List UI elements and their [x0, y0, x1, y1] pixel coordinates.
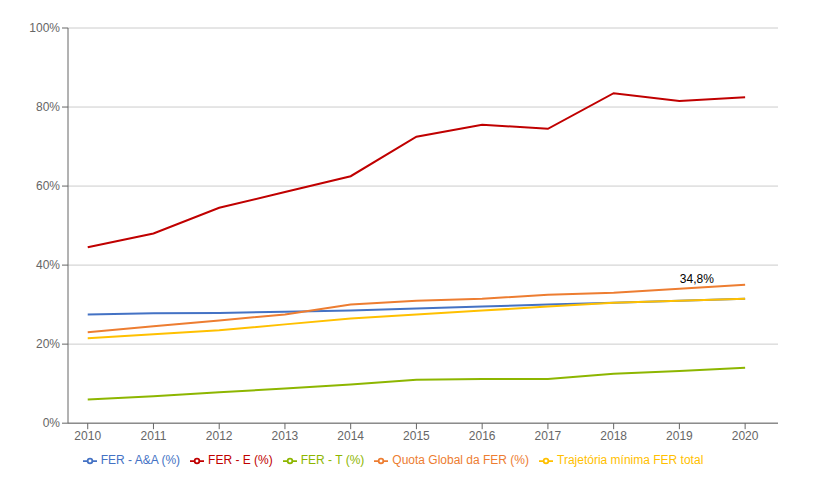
html-text:FER - T (%): FER - T (%) — [300, 453, 365, 468]
svg-text:2011: 2011 — [141, 429, 167, 443]
svg-text:80%: 80% — [36, 100, 60, 114]
svg-text:2010: 2010 — [74, 429, 101, 443]
svg-text:100%: 100% — [29, 21, 60, 35]
svg-text:2013: 2013 — [272, 429, 299, 443]
svg-text:0%: 0% — [43, 416, 61, 430]
html-text:FER - A&A (%): FER - A&A (%) — [100, 453, 181, 468]
html-text:Quota Global da FER (%): Quota Global da FER (%) — [392, 453, 529, 468]
svg-text:2012: 2012 — [206, 429, 233, 443]
svg-text:34,8%: 34,8% — [680, 272, 714, 286]
svg-text:2018: 2018 — [600, 429, 627, 443]
html-text:Trajetória mínima FER total: Trajetória mínima FER total — [557, 453, 704, 468]
svg-text:2017: 2017 — [535, 429, 562, 443]
svg-text:2014: 2014 — [337, 429, 364, 443]
svg-text:2015: 2015 — [403, 429, 430, 443]
svg-text:2019: 2019 — [666, 429, 693, 443]
svg-text:60%: 60% — [36, 179, 60, 193]
svg-text:40%: 40% — [36, 258, 60, 272]
svg-text:20%: 20% — [36, 337, 60, 351]
svg-text:2016: 2016 — [469, 429, 496, 443]
html-text:FER - E (%): FER - E (%) — [208, 453, 273, 468]
svg-text:2020: 2020 — [732, 429, 759, 443]
